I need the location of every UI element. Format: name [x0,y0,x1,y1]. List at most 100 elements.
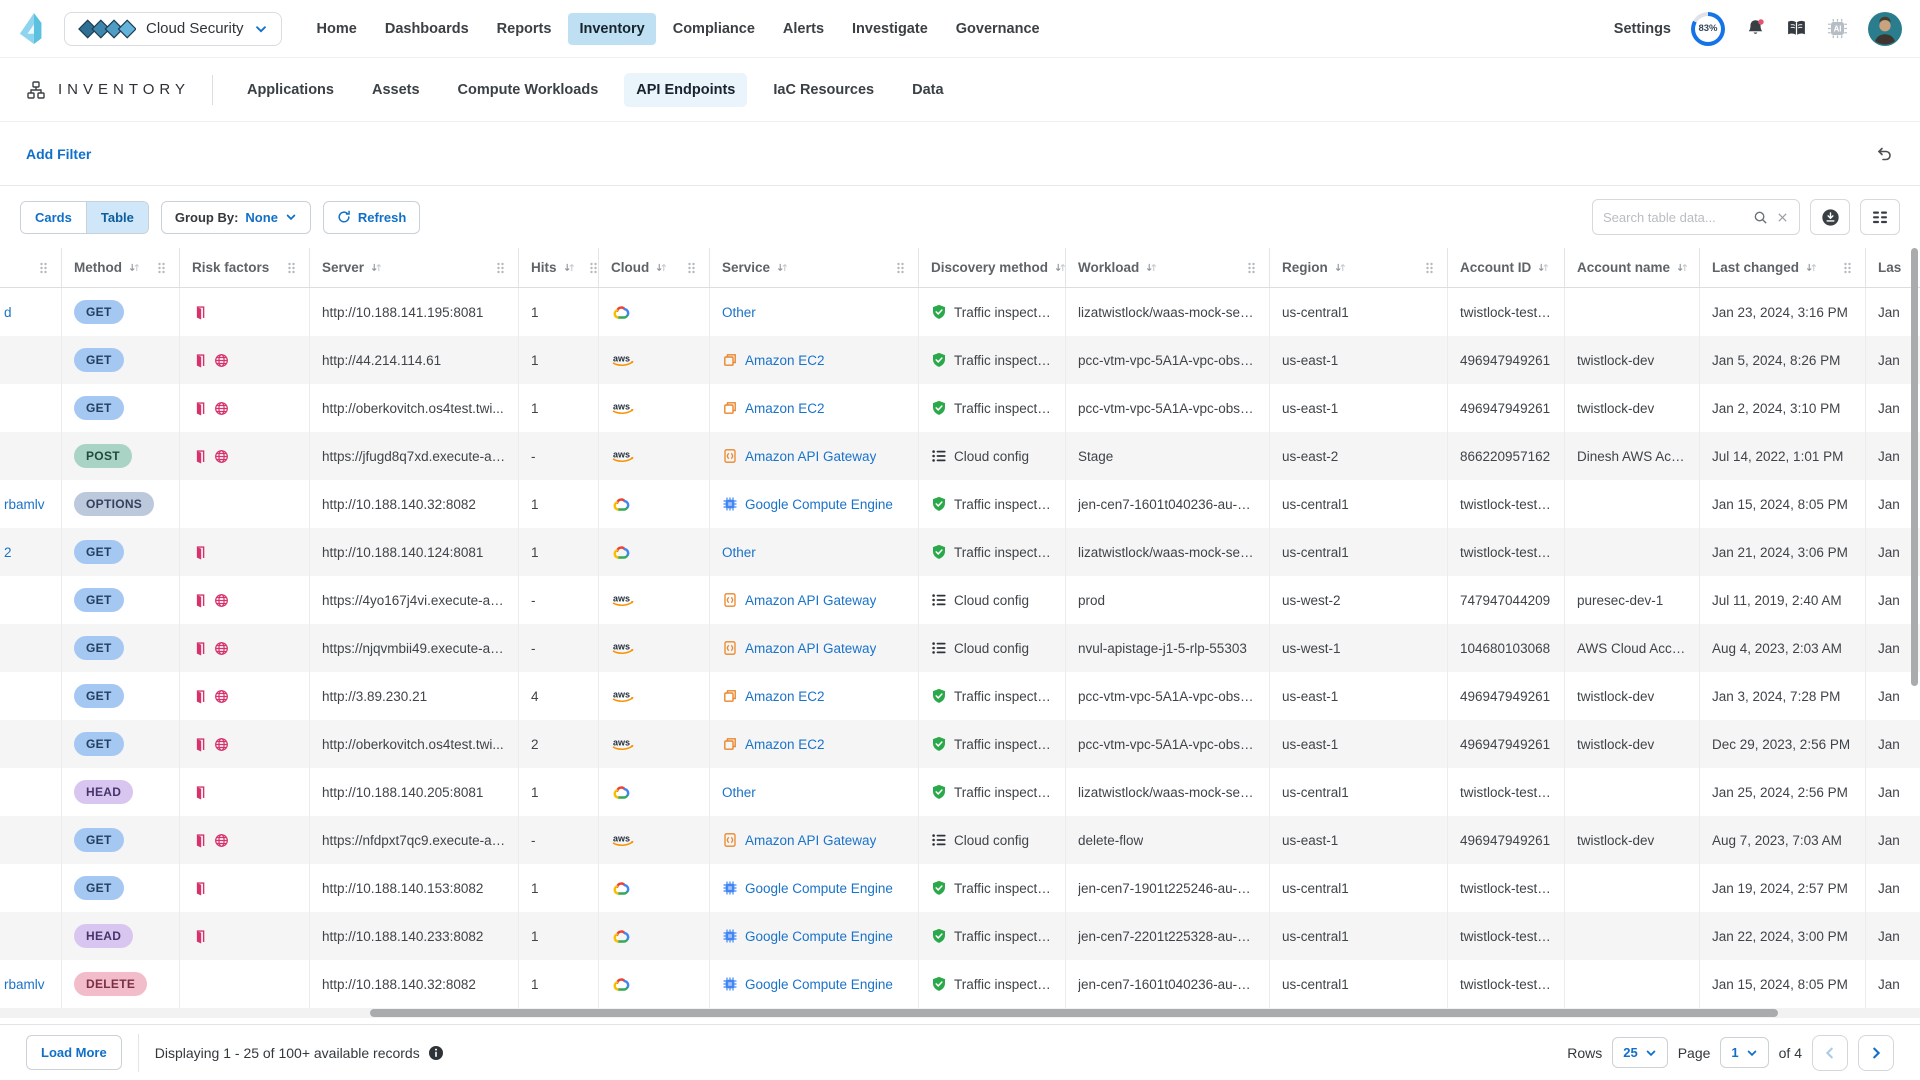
settings-button[interactable]: Settings [1613,20,1671,37]
service-link[interactable]: Google Compute Engine [745,496,893,512]
ai-copilot-chip-icon[interactable]: AI [1827,18,1848,39]
table-row[interactable]: HEAD http://10.188.140.205:8081 1 Other Traf… [0,768,1920,816]
table-row[interactable]: GET http://oberkovitch.os4test.twi... 2 aws… [0,720,1920,768]
service-link[interactable]: Amazon API Gateway [745,592,877,608]
tab-assets[interactable]: Assets [360,73,432,107]
nav-item-governance[interactable]: Governance [945,13,1051,45]
prisma-cloud-logo-icon[interactable] [18,12,48,46]
endpoint-link[interactable]: rbamlv [4,496,45,512]
service-link[interactable]: Amazon API Gateway [745,640,877,656]
load-more-button[interactable]: Load More [26,1035,122,1070]
download-csv-button[interactable] [1810,199,1850,235]
next-page-button[interactable] [1858,1034,1894,1071]
documentation-book-icon[interactable] [1786,19,1807,38]
service-link[interactable]: Amazon EC2 [745,688,825,704]
refresh-button[interactable]: Refresh [322,200,421,234]
app-switcher[interactable]: Cloud Security [64,11,282,46]
table-row[interactable]: GET https://4yo167j4vi.execute-ap... - aws A… [0,576,1920,624]
tab-data[interactable]: Data [900,73,955,107]
tab-api-endpoints[interactable]: API Endpoints [624,72,748,107]
horizontal-scrollbar-thumb[interactable] [370,1009,1778,1017]
horizontal-scrollbar[interactable] [0,1008,1920,1018]
service-link[interactable]: Amazon EC2 [745,400,825,416]
sort-icon[interactable] [370,261,383,274]
search-input[interactable] [1603,209,1745,225]
column-header-region[interactable]: Region [1270,248,1448,287]
column-header-cloud[interactable]: Cloud [599,248,710,287]
column-header-last-seen[interactable]: Las [1866,248,1920,287]
vertical-scrollbar-thumb[interactable] [1911,248,1918,686]
service-link[interactable]: Google Compute Engine [745,880,893,896]
nav-item-alerts[interactable]: Alerts [772,13,835,45]
column-header-method[interactable]: Method [62,248,180,287]
column-header-workload[interactable]: Workload [1066,248,1270,287]
sort-icon[interactable] [1145,261,1158,274]
service-link[interactable]: Google Compute Engine [745,976,893,992]
tab-applications[interactable]: Applications [235,73,346,107]
drag-handle-icon[interactable] [588,261,598,275]
drag-handle-icon[interactable] [38,261,49,275]
table-row[interactable]: GET http://10.188.140.153:8082 1 Google Com… [0,864,1920,912]
notifications-bell-icon[interactable] [1745,18,1766,39]
column-header-hits[interactable]: Hits [519,248,599,287]
table-row[interactable]: 2 GET http://10.188.140.124:8081 1 Other Traf… [0,528,1920,576]
drag-handle-icon[interactable] [895,261,906,275]
service-link[interactable]: Other [722,304,756,320]
table-row[interactable]: rbamlv DELETE http://10.188.140.32:8082 1 Go… [0,960,1920,1008]
column-settings-button[interactable] [1860,199,1900,235]
drag-handle-icon[interactable] [1424,261,1435,275]
column-header-service[interactable]: Service [710,248,919,287]
tab-compute-workloads[interactable]: Compute Workloads [446,73,611,107]
add-filter-button[interactable]: Add Filter [26,145,92,162]
endpoint-link[interactable]: d [4,304,12,320]
nav-item-dashboards[interactable]: Dashboards [374,13,480,45]
table-row[interactable]: d GET http://10.188.141.195:8081 1 Other Traf… [0,288,1920,336]
previous-page-button[interactable] [1812,1034,1848,1071]
drag-handle-icon[interactable] [495,261,506,275]
column-header-last-changed[interactable]: Last changed [1700,248,1866,287]
table-row[interactable]: HEAD http://10.188.140.233:8082 1 Google Co… [0,912,1920,960]
reset-filters-icon[interactable] [1874,144,1894,164]
table-row[interactable]: POST https://jfugd8q7xd.execute-ap... - aws… [0,432,1920,480]
tab-iac-resources[interactable]: IaC Resources [761,73,886,107]
service-link[interactable]: Amazon API Gateway [745,448,877,464]
endpoint-link[interactable]: rbamlv [4,976,45,992]
drag-handle-icon[interactable] [1246,261,1257,275]
column-header-server[interactable]: Server [310,248,519,287]
service-link[interactable]: Amazon EC2 [745,736,825,752]
sort-icon[interactable] [1334,261,1347,274]
service-link[interactable]: Amazon API Gateway [745,832,877,848]
column-header-risk-factors[interactable]: Risk factors [180,248,310,287]
table-row[interactable]: rbamlv OPTIONS http://10.188.140.32:8082 1 G… [0,480,1920,528]
rows-per-page-select[interactable]: 25 [1612,1037,1668,1068]
table-row[interactable]: GET https://nfdpxt7qc9.execute-ap... - aws A… [0,816,1920,864]
sort-icon[interactable] [563,261,576,274]
table-view-button[interactable]: Table [85,201,148,233]
table-row[interactable]: GET http://oberkovitch.os4test.twi... 1 aws… [0,384,1920,432]
page-select[interactable]: 1 [1720,1037,1769,1068]
nav-item-home[interactable]: Home [306,13,368,45]
column-header-account-name[interactable]: Account name [1565,248,1700,287]
group-by-button[interactable]: Group By: None [160,200,311,234]
table-row[interactable]: GET https://njqvmbii49.execute-ap... - aws A… [0,624,1920,672]
column-header-account-id[interactable]: Account ID [1448,248,1565,287]
drag-handle-icon[interactable] [156,261,167,275]
search-icon[interactable] [1753,210,1768,225]
table-row[interactable]: GET http://3.89.230.21 4 aws Amazon EC2 Traff… [0,672,1920,720]
sort-icon[interactable] [1537,261,1550,274]
drag-handle-icon[interactable] [1842,261,1853,275]
sort-icon[interactable] [1676,261,1689,274]
nav-item-compliance[interactable]: Compliance [662,13,766,45]
service-link[interactable]: Google Compute Engine [745,928,893,944]
sort-icon[interactable] [128,261,141,274]
column-header-discovery-method[interactable]: Discovery method [919,248,1066,287]
user-avatar[interactable] [1868,11,1902,46]
sort-icon[interactable] [1054,261,1065,274]
cards-view-button[interactable]: Cards [21,201,86,233]
service-link[interactable]: Other [722,784,756,800]
nav-item-investigate[interactable]: Investigate [841,13,939,45]
drag-handle-icon[interactable] [286,261,297,275]
drag-handle-icon[interactable] [686,261,697,275]
service-link[interactable]: Other [722,544,756,560]
clear-search-icon[interactable] [1776,211,1789,224]
